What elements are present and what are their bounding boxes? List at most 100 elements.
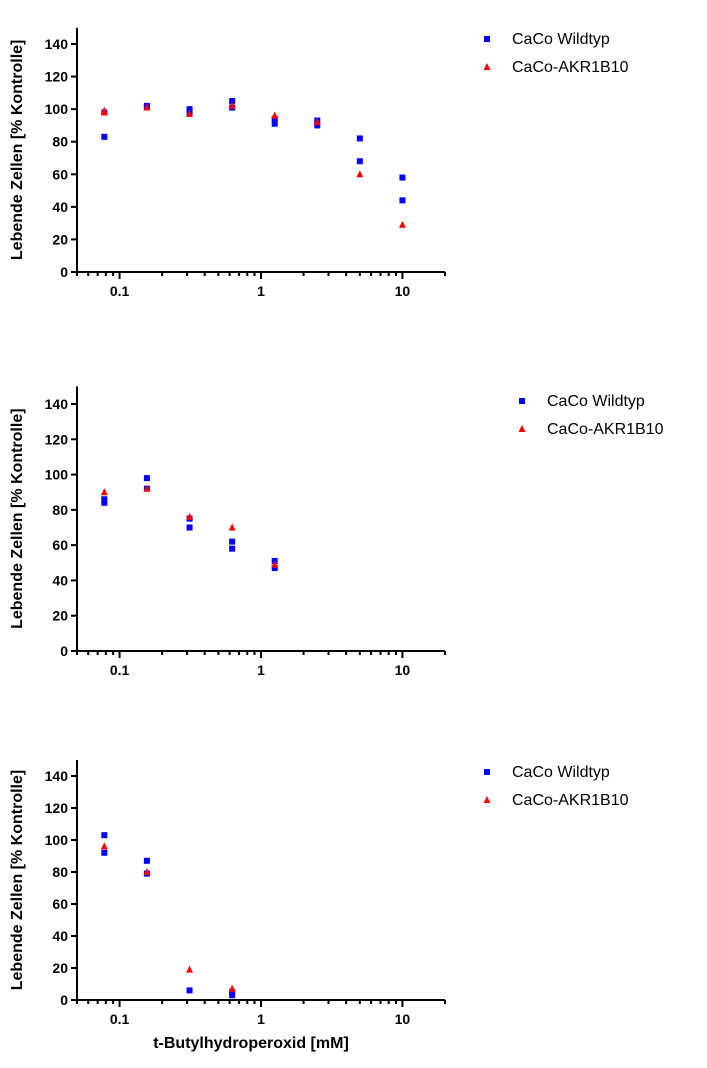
data-point: [356, 135, 363, 142]
y-tick-label: 120: [45, 800, 69, 816]
y-tick-label: 80: [52, 134, 68, 150]
chart-1: 0 20 40 60 80 100 120 140 0.1 1 10 Lebende Zellen […: [9, 27, 629, 299]
series-1: [101, 98, 406, 204]
legend-marker: [518, 425, 526, 432]
x-tick-label: 1: [257, 283, 265, 299]
data-point: [101, 499, 108, 506]
y-tick-label: 20: [52, 231, 68, 247]
y-tick-label: 140: [45, 396, 69, 412]
data-point: [101, 133, 108, 140]
y-tick-label: 40: [52, 572, 68, 588]
y-tick-label: 0: [60, 643, 68, 659]
series-2: [100, 101, 406, 228]
data-point: [229, 545, 236, 552]
data-point: [101, 849, 108, 856]
y-axis-label: Lebende Zellen [% Kontrolle]: [9, 408, 26, 628]
legend-marker: [484, 36, 490, 42]
series-2: [100, 842, 236, 992]
data-point: [399, 174, 406, 181]
legend: CaCo Wildtyp CaCo-AKR1B10: [483, 31, 629, 76]
series-1: [101, 832, 236, 999]
data-point: [186, 524, 193, 531]
y-axis-label: Lebende Zellen [% Kontrolle]: [9, 40, 26, 260]
data-point: [143, 868, 151, 875]
data-point: [399, 197, 406, 204]
legend: CaCo Wildtyp CaCo-AKR1B10: [518, 393, 664, 438]
legend-marker: [484, 769, 490, 775]
legend-marker: [519, 398, 525, 404]
series-1: [101, 475, 278, 572]
x-tick-label: 0.1: [110, 662, 130, 678]
legend-label: CaCo-AKR1B10: [547, 421, 664, 438]
data-point: [228, 101, 236, 109]
legend-marker: [483, 796, 491, 803]
legend-label: CaCo-AKR1B10: [512, 59, 629, 76]
y-tick-label: 140: [45, 768, 69, 784]
data-point: [271, 115, 278, 122]
y-tick-label: 60: [52, 896, 68, 912]
y-tick-label: 140: [45, 36, 69, 52]
data-point: [100, 842, 108, 850]
data-point: [229, 98, 236, 104]
x-tick-label: 10: [395, 1011, 411, 1027]
data-point: [271, 565, 278, 572]
y-tick-label: 40: [52, 928, 68, 944]
data-point: [101, 832, 108, 839]
y-tick-label: 80: [52, 864, 68, 880]
x-tick-label: 0.1: [110, 283, 130, 299]
data-point: [228, 984, 236, 992]
data-point: [271, 111, 279, 119]
x-tick-label: 10: [395, 283, 411, 299]
y-tick-label: 120: [45, 69, 69, 85]
data-point: [143, 484, 151, 492]
data-point: [143, 475, 150, 482]
chart-2: 0 20 40 60 80 100 120 140 0.1 1 10 Lebende Zellen […: [9, 386, 664, 678]
data-point: [314, 122, 321, 129]
data-point: [186, 987, 193, 994]
legend-label: CaCo Wildtyp: [512, 31, 610, 48]
chart-3: 0 20 40 60 80 100 120 140 0.1 1 10 Lebende Zellen […: [9, 760, 629, 1052]
y-tick-label: 100: [45, 832, 69, 848]
x-tick-label: 1: [257, 1011, 265, 1027]
x-axis-label: t-Butylhydroperoxid [mM]: [153, 1035, 349, 1052]
data-point: [143, 103, 151, 111]
y-tick-label: 20: [52, 608, 68, 624]
y-tick-label: 0: [60, 992, 68, 1008]
data-point: [271, 120, 278, 127]
data-point: [398, 220, 406, 228]
data-point: [271, 560, 279, 568]
legend-label: CaCo Wildtyp: [512, 764, 610, 781]
data-point: [143, 857, 150, 864]
x-tick-label: 1: [257, 662, 265, 678]
y-tick-label: 0: [60, 264, 68, 280]
y-tick-label: 60: [52, 166, 68, 182]
x-tick-label: 0.1: [110, 1011, 130, 1027]
data-point: [228, 523, 236, 531]
data-point: [229, 992, 236, 999]
data-point: [229, 538, 236, 545]
y-tick-label: 60: [52, 537, 68, 553]
data-point: [186, 106, 193, 113]
legend: CaCo Wildtyp CaCo-AKR1B10: [483, 764, 629, 809]
data-point: [186, 965, 194, 973]
data-point: [186, 110, 194, 118]
data-point: [101, 496, 108, 503]
data-point: [356, 158, 363, 165]
legend-marker: [483, 63, 491, 70]
y-tick-label: 20: [52, 960, 68, 976]
y-tick-label: 100: [45, 467, 69, 483]
data-point: [186, 512, 194, 520]
x-tick-label: 10: [395, 662, 411, 678]
data-point: [100, 488, 108, 496]
data-point: [229, 989, 236, 995]
y-tick-label: 120: [45, 431, 69, 447]
data-point: [313, 118, 321, 126]
legend-label: CaCo-AKR1B10: [512, 792, 629, 809]
y-axis-label: Lebende Zellen [% Kontrolle]: [9, 770, 26, 990]
y-tick-label: 40: [52, 199, 68, 215]
data-point: [356, 170, 364, 178]
legend-label: CaCo Wildtyp: [547, 393, 645, 410]
data-point: [100, 106, 108, 114]
